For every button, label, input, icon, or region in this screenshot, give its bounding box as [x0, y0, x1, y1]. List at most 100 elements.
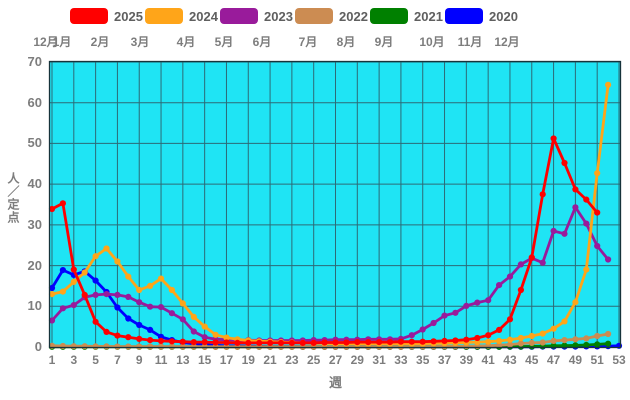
legend-item-2022[interactable]: 2022 [295, 6, 368, 26]
x-tick-label: 9 [135, 353, 143, 367]
data-point-2023 [103, 291, 110, 298]
data-point-2022 [190, 343, 197, 350]
data-point-2023 [201, 334, 208, 341]
data-point-2023 [168, 310, 175, 317]
data-point-2024 [179, 300, 186, 307]
data-point-2025 [81, 291, 88, 298]
legend-swatch-2024 [145, 8, 183, 24]
data-point-2025 [234, 339, 241, 346]
data-point-2022 [81, 343, 88, 350]
data-point-2025 [463, 336, 470, 343]
data-point-2025 [299, 339, 306, 346]
data-point-2025 [539, 191, 546, 198]
data-point-2023 [59, 305, 66, 312]
data-point-2025 [59, 200, 66, 207]
month-label: 5月 [214, 35, 234, 49]
legend-swatch-2025 [70, 8, 108, 24]
data-point-2023 [408, 332, 415, 339]
month-label: 8月 [336, 35, 356, 49]
legend-item-2025[interactable]: 2025 [70, 6, 143, 26]
data-point-2023 [572, 204, 579, 211]
data-point-2025 [561, 159, 568, 167]
legend-swatch-2023 [220, 8, 258, 24]
data-point-2024 [550, 325, 557, 332]
data-point-2025 [103, 328, 110, 335]
data-point-2022 [583, 335, 590, 342]
data-point-2025 [430, 338, 437, 345]
data-point-2023 [485, 297, 492, 304]
x-tick-label: 53 [612, 353, 626, 367]
data-point-2022 [136, 343, 143, 350]
data-point-2025 [147, 337, 154, 344]
y-tick-label: 0 [34, 339, 42, 354]
data-point-2025 [474, 334, 481, 342]
data-point-2024 [539, 330, 546, 337]
legend-item-2020[interactable]: 2020 [445, 6, 518, 26]
data-point-2025 [157, 337, 165, 344]
x-tick-label: 47 [546, 353, 561, 367]
x-tick-label: 17 [219, 353, 234, 367]
x-tick-label: 23 [285, 353, 299, 367]
data-point-2022 [506, 341, 514, 348]
legend-item-2023[interactable]: 2023 [220, 6, 293, 26]
data-point-2022 [201, 343, 208, 350]
y-tick-label: 60 [27, 94, 42, 110]
y-tick-label: 50 [27, 135, 42, 151]
data-point-2024 [528, 332, 535, 340]
month-label: 2月 [90, 35, 110, 49]
data-point-2025 [48, 205, 56, 213]
data-point-2025 [256, 339, 263, 346]
x-tick-label: 11 [154, 353, 168, 367]
month-label: 11月 [457, 35, 483, 49]
legend-swatch-2021 [370, 8, 408, 24]
data-point-2025 [354, 339, 361, 346]
data-point-2023 [539, 259, 546, 266]
data-point-2025 [517, 286, 525, 294]
data-point-2022 [168, 343, 175, 350]
y-tick-label: 40 [27, 176, 42, 192]
data-point-2023 [583, 220, 590, 227]
x-tick-label: 31 [372, 353, 386, 367]
x-tick-label: 41 [481, 353, 495, 367]
data-point-2023 [147, 303, 154, 310]
data-point-2024 [168, 286, 175, 294]
data-point-2024 [136, 286, 143, 294]
x-tick-label: 33 [394, 353, 408, 367]
data-point-2022 [114, 343, 121, 350]
data-point-2020 [136, 321, 143, 329]
data-point-2025 [168, 338, 175, 345]
data-point-2025 [223, 339, 230, 346]
x-tick-label: 3 [70, 353, 78, 367]
data-point-2023 [157, 304, 165, 311]
data-point-2024 [201, 323, 208, 330]
data-point-2024 [103, 245, 110, 252]
data-point-2021 [605, 340, 612, 347]
data-point-2025 [321, 339, 328, 346]
data-point-2024 [223, 334, 230, 341]
data-point-2024 [506, 336, 514, 343]
data-point-2023 [463, 302, 470, 309]
data-point-2024 [157, 275, 165, 282]
data-point-2022 [550, 337, 557, 344]
month-label: 3月 [130, 35, 150, 49]
data-point-2022 [594, 332, 601, 340]
data-point-2024 [125, 273, 132, 280]
data-point-2024 [561, 318, 568, 325]
data-point-2025 [201, 339, 208, 346]
data-point-2023 [70, 302, 77, 309]
data-point-2025 [386, 339, 394, 346]
data-point-2025 [408, 338, 415, 345]
data-point-2023 [605, 256, 612, 263]
legend-item-2024[interactable]: 2024 [145, 6, 218, 26]
data-point-2024 [147, 282, 154, 289]
legend-label: 2023 [264, 8, 293, 24]
data-point-2023 [496, 282, 503, 289]
legend-item-2021[interactable]: 2021 [370, 6, 443, 26]
y-axis-title: 人／定点 [6, 172, 20, 224]
data-point-2020 [59, 267, 66, 274]
data-point-2025 [125, 334, 132, 341]
x-tick-label: 5 [92, 353, 99, 367]
data-point-2025 [485, 332, 492, 339]
legend-swatch-2022 [295, 8, 333, 24]
